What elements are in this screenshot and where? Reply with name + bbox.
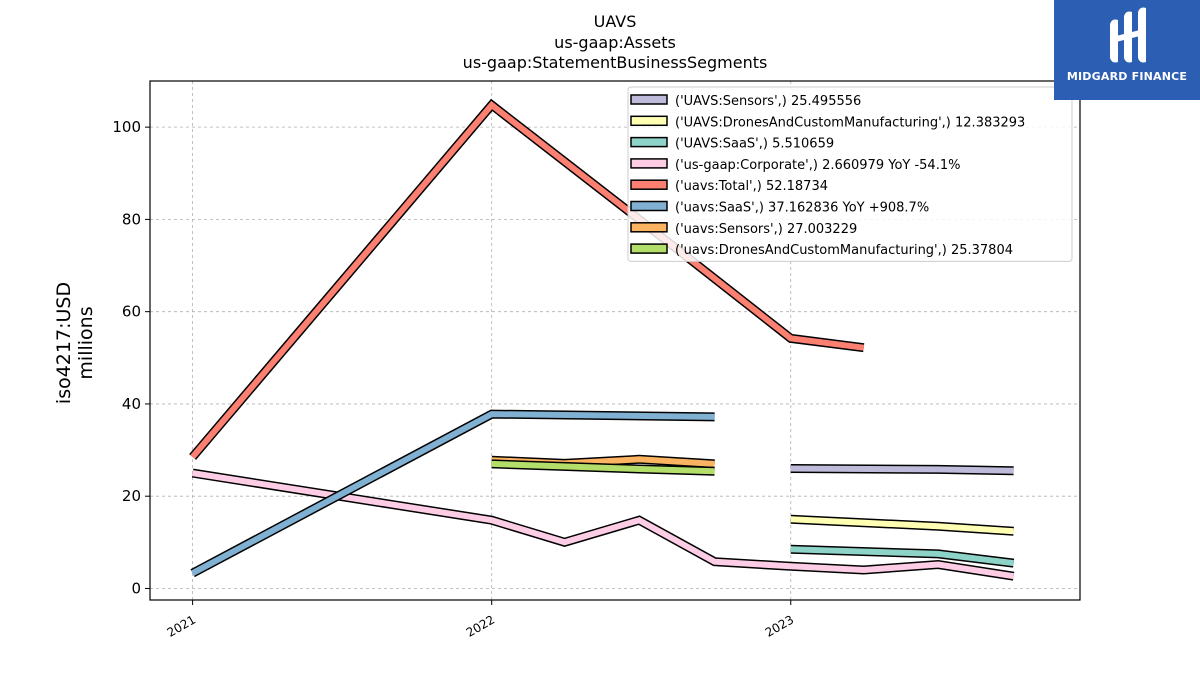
legend-box bbox=[627, 86, 1073, 262]
series-line bbox=[790, 465, 1014, 474]
series-line bbox=[491, 460, 715, 475]
title-line-3: us-gaap:StatementBusinessSegments bbox=[463, 53, 768, 72]
legend-swatch bbox=[630, 222, 668, 233]
y-tick-label: 80 bbox=[122, 210, 141, 228]
legend-entry: ('UAVS:SaaS',) 5.510659 bbox=[675, 137, 834, 152]
series-line bbox=[790, 516, 1014, 535]
y-tick-label: 60 bbox=[122, 303, 141, 321]
legend-swatch bbox=[630, 179, 668, 190]
midgard-finance-logo: MIDGARD FINANCE bbox=[1054, 0, 1200, 100]
legend-swatch bbox=[630, 200, 668, 212]
legend-swatch bbox=[630, 136, 668, 148]
series-line-outline bbox=[190, 409, 715, 578]
y-tick-label: 0 bbox=[131, 579, 141, 597]
series-line bbox=[790, 546, 1014, 567]
legend-entry: ('uavs:Sensors',) 27.003229 bbox=[675, 222, 857, 237]
y-tick-label: 40 bbox=[122, 395, 141, 413]
y-axis-label-line-2: millions bbox=[75, 306, 97, 379]
y-tick-label: 100 bbox=[112, 118, 141, 136]
series-line bbox=[191, 411, 715, 576]
legend-entry: ('UAVS:DronesAndCustomManufacturing',) 1… bbox=[675, 115, 1025, 130]
title-line-2: us-gaap:Assets bbox=[554, 33, 676, 52]
legend-swatch bbox=[630, 94, 668, 105]
legend-entry: ('us-gaap:Corporate',) 2.660979 YoY -54.… bbox=[675, 158, 960, 173]
legend-entry: ('uavs:DronesAndCustomManufacturing',) 2… bbox=[675, 243, 1013, 258]
legend-swatch bbox=[630, 243, 668, 254]
y-axis-label: iso4217:USD millions bbox=[53, 282, 97, 404]
legend-swatch bbox=[630, 158, 668, 169]
legend-entry: ('uavs:SaaS',) 37.162836 YoY +908.7% bbox=[675, 201, 929, 216]
chart-title: UAVS us-gaap:Assets us-gaap:StatementBus… bbox=[463, 12, 768, 72]
legend-swatch bbox=[630, 115, 668, 127]
x-tick-label: 2022 bbox=[464, 612, 497, 639]
midgard-logo-icon bbox=[1110, 7, 1146, 63]
y-axis-label-line-1: iso4217:USD bbox=[53, 282, 75, 404]
legend: ('UAVS:Sensors',) 25.495556 ('UAVS:Drones… bbox=[627, 86, 1073, 262]
series-line bbox=[192, 470, 1015, 580]
x-tick-label: 2021 bbox=[165, 612, 198, 639]
legend-entry: ('UAVS:Sensors',) 25.495556 bbox=[675, 94, 861, 109]
plot-area-frame bbox=[149, 80, 1081, 601]
legend-entry: ('uavs:Total',) 52.18734 bbox=[675, 179, 828, 194]
title-line-1: UAVS bbox=[594, 12, 637, 31]
logo-text: MIDGARD FINANCE bbox=[1066, 70, 1188, 83]
y-tick-label: 20 bbox=[122, 487, 141, 505]
x-tick-label: 2023 bbox=[763, 612, 796, 639]
